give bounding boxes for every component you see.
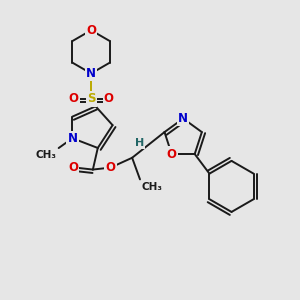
Text: O: O [104, 92, 114, 106]
Text: S: S [87, 92, 95, 106]
Text: N: N [178, 112, 188, 125]
Text: N: N [68, 132, 77, 145]
Text: CH₃: CH₃ [142, 182, 163, 192]
Text: O: O [68, 92, 78, 106]
Text: N: N [86, 67, 96, 80]
Text: CH₃: CH₃ [36, 150, 57, 160]
Text: O: O [106, 161, 116, 174]
Text: O: O [68, 161, 78, 174]
Text: O: O [167, 148, 177, 160]
Text: O: O [86, 24, 96, 37]
Text: H: H [135, 138, 144, 148]
